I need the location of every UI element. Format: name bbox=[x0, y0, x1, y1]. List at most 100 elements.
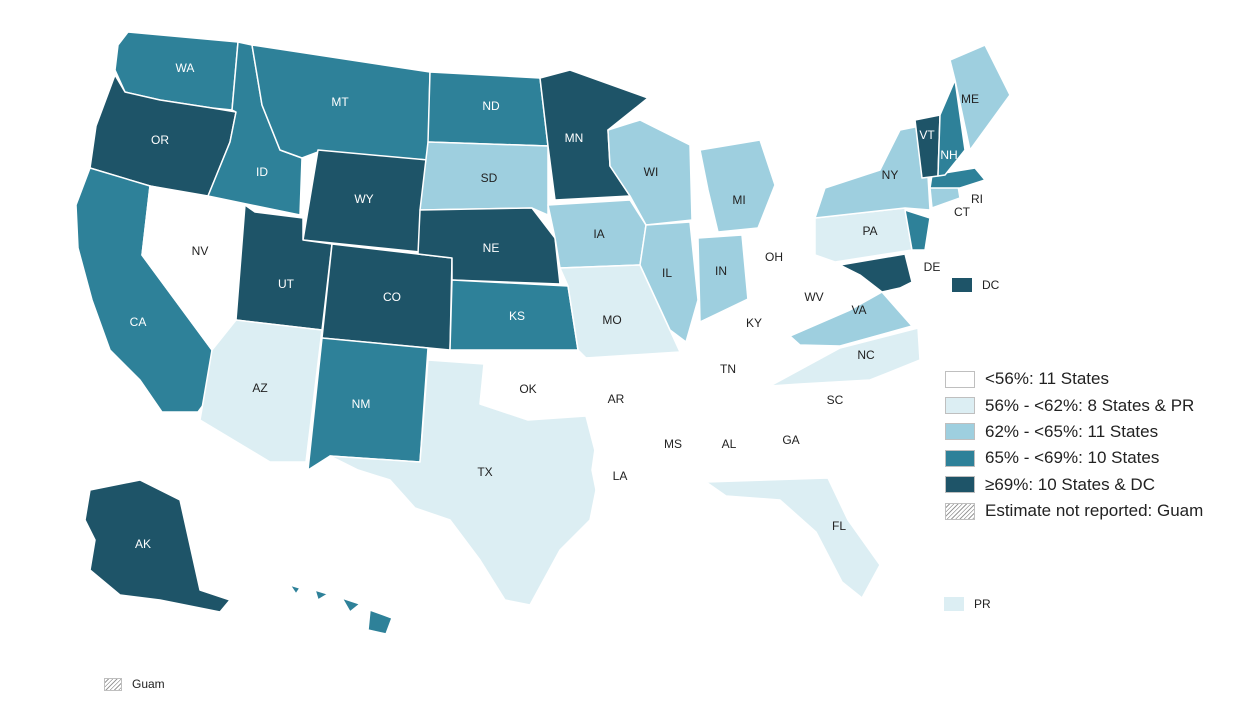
guam-swatch bbox=[104, 677, 122, 691]
legend-label: ≥69%: 10 States & DC bbox=[985, 474, 1155, 494]
legend-swatch bbox=[945, 449, 975, 467]
state-nh[interactable] bbox=[937, 79, 966, 177]
legend-swatch bbox=[945, 502, 975, 520]
guam-key: Guam bbox=[104, 677, 165, 691]
state-label-ia: IA bbox=[593, 227, 604, 241]
legend-label: 56% - <62%: 8 States & PR bbox=[985, 395, 1195, 415]
legend: <56%: 11 States 56% - <62%: 8 States & PR… bbox=[945, 366, 1203, 524]
state-ny[interactable] bbox=[814, 124, 931, 219]
state-label-id: ID bbox=[256, 165, 268, 179]
state-label-mn: MN bbox=[565, 131, 584, 145]
state-hi[interactable] bbox=[289, 584, 393, 635]
state-label-ms: MS bbox=[664, 437, 682, 451]
legend-item: ≥69%: 10 States & DC bbox=[945, 472, 1203, 498]
state-label-ut: UT bbox=[278, 277, 295, 291]
legend-swatch bbox=[945, 476, 975, 494]
state-label-nh: NH bbox=[940, 148, 957, 162]
state-label-tn: TN bbox=[720, 362, 736, 376]
legend-swatch bbox=[945, 423, 975, 441]
state-ms[interactable] bbox=[649, 389, 701, 493]
state-label-ok: OK bbox=[519, 382, 536, 396]
state-label-ga: GA bbox=[782, 433, 799, 447]
state-shapes bbox=[75, 31, 1011, 635]
state-label-wy: WY bbox=[354, 192, 373, 206]
state-label-wa: WA bbox=[176, 61, 195, 75]
state-label-sc: SC bbox=[827, 393, 844, 407]
guam-label: Guam bbox=[132, 677, 165, 691]
state-label-ny: NY bbox=[882, 168, 899, 182]
state-label-va: VA bbox=[851, 303, 866, 317]
legend-swatch bbox=[945, 397, 975, 415]
state-me[interactable] bbox=[949, 44, 1011, 151]
legend-item: <56%: 11 States bbox=[945, 366, 1203, 392]
legend-label: Estimate not reported: Guam bbox=[985, 501, 1204, 521]
state-wv[interactable] bbox=[779, 267, 849, 321]
state-nj[interactable] bbox=[904, 209, 931, 251]
state-label-de: DE bbox=[924, 260, 941, 274]
state-label-wi: WI bbox=[644, 165, 659, 179]
pr-key: PR bbox=[944, 597, 991, 611]
state-de[interactable] bbox=[911, 251, 923, 283]
legend-item: 65% - <69%: 10 States bbox=[945, 445, 1203, 471]
state-label-az: AZ bbox=[252, 381, 267, 395]
legend-item: Estimate not reported: Guam bbox=[945, 498, 1203, 524]
state-label-co: CO bbox=[383, 290, 401, 304]
state-ma[interactable] bbox=[929, 167, 986, 189]
legend-label: 62% - <65%: 11 States bbox=[985, 421, 1159, 441]
state-label-ky: KY bbox=[746, 316, 762, 330]
state-label-al: AL bbox=[722, 437, 737, 451]
state-wi[interactable] bbox=[607, 119, 693, 226]
state-label-vt: VT bbox=[919, 128, 935, 142]
state-label-mo: MO bbox=[602, 313, 621, 327]
legend-item: 62% - <65%: 11 States bbox=[945, 419, 1203, 445]
state-label-ar: AR bbox=[608, 392, 625, 406]
state-labels: WA OR CA NV ID MT WY UT AZ CO NM ND SD NE KS OK TX MN IA MO… bbox=[130, 61, 994, 628]
state-label-mi: MI bbox=[732, 193, 745, 207]
state-label-il: IL bbox=[662, 266, 672, 280]
state-label-ct: CT bbox=[954, 205, 971, 219]
state-label-nd: ND bbox=[482, 99, 500, 113]
legend-swatch bbox=[945, 370, 975, 388]
state-label-sd: SD bbox=[481, 171, 498, 185]
state-label-nc: NC bbox=[857, 348, 875, 362]
state-mi[interactable] bbox=[699, 139, 776, 233]
state-nv[interactable] bbox=[141, 185, 246, 351]
state-label-in: IN bbox=[715, 264, 727, 278]
state-label-ca: CA bbox=[130, 315, 147, 329]
state-label-me: ME bbox=[961, 92, 979, 106]
state-nc[interactable] bbox=[769, 327, 921, 387]
state-label-oh: OH bbox=[765, 250, 783, 264]
state-ri[interactable] bbox=[959, 187, 971, 201]
state-label-nv: NV bbox=[192, 244, 209, 258]
state-az[interactable] bbox=[199, 319, 323, 463]
dc-key: DC bbox=[952, 278, 999, 292]
pr-label: PR bbox=[974, 597, 991, 611]
state-ne[interactable] bbox=[417, 207, 561, 285]
pr-swatch bbox=[944, 597, 964, 611]
state-label-ma: MA bbox=[976, 154, 994, 168]
state-label-md: MD bbox=[922, 288, 941, 302]
state-label-tx: TX bbox=[477, 465, 492, 479]
state-sd[interactable] bbox=[419, 141, 549, 216]
state-va[interactable] bbox=[789, 291, 913, 347]
state-md[interactable] bbox=[839, 253, 913, 293]
state-label-hi: HI bbox=[317, 614, 329, 628]
state-fl[interactable] bbox=[705, 477, 881, 599]
legend-item: 56% - <62%: 8 States & PR bbox=[945, 392, 1203, 418]
state-label-mt: MT bbox=[331, 95, 349, 109]
state-label-ri: RI bbox=[971, 192, 983, 206]
state-label-ak: AK bbox=[135, 537, 151, 551]
state-ak[interactable] bbox=[84, 479, 231, 613]
state-label-or: OR bbox=[151, 133, 169, 147]
state-label-ne: NE bbox=[483, 241, 500, 255]
state-tx[interactable] bbox=[329, 359, 601, 606]
state-label-nm: NM bbox=[352, 397, 371, 411]
dc-swatch bbox=[952, 278, 972, 292]
state-la[interactable] bbox=[591, 439, 681, 526]
state-label-la: LA bbox=[613, 469, 628, 483]
state-label-ks: KS bbox=[509, 309, 525, 323]
legend-label: <56%: 11 States bbox=[985, 369, 1109, 389]
dc-label: DC bbox=[982, 278, 1000, 292]
state-label-fl: FL bbox=[832, 519, 846, 533]
